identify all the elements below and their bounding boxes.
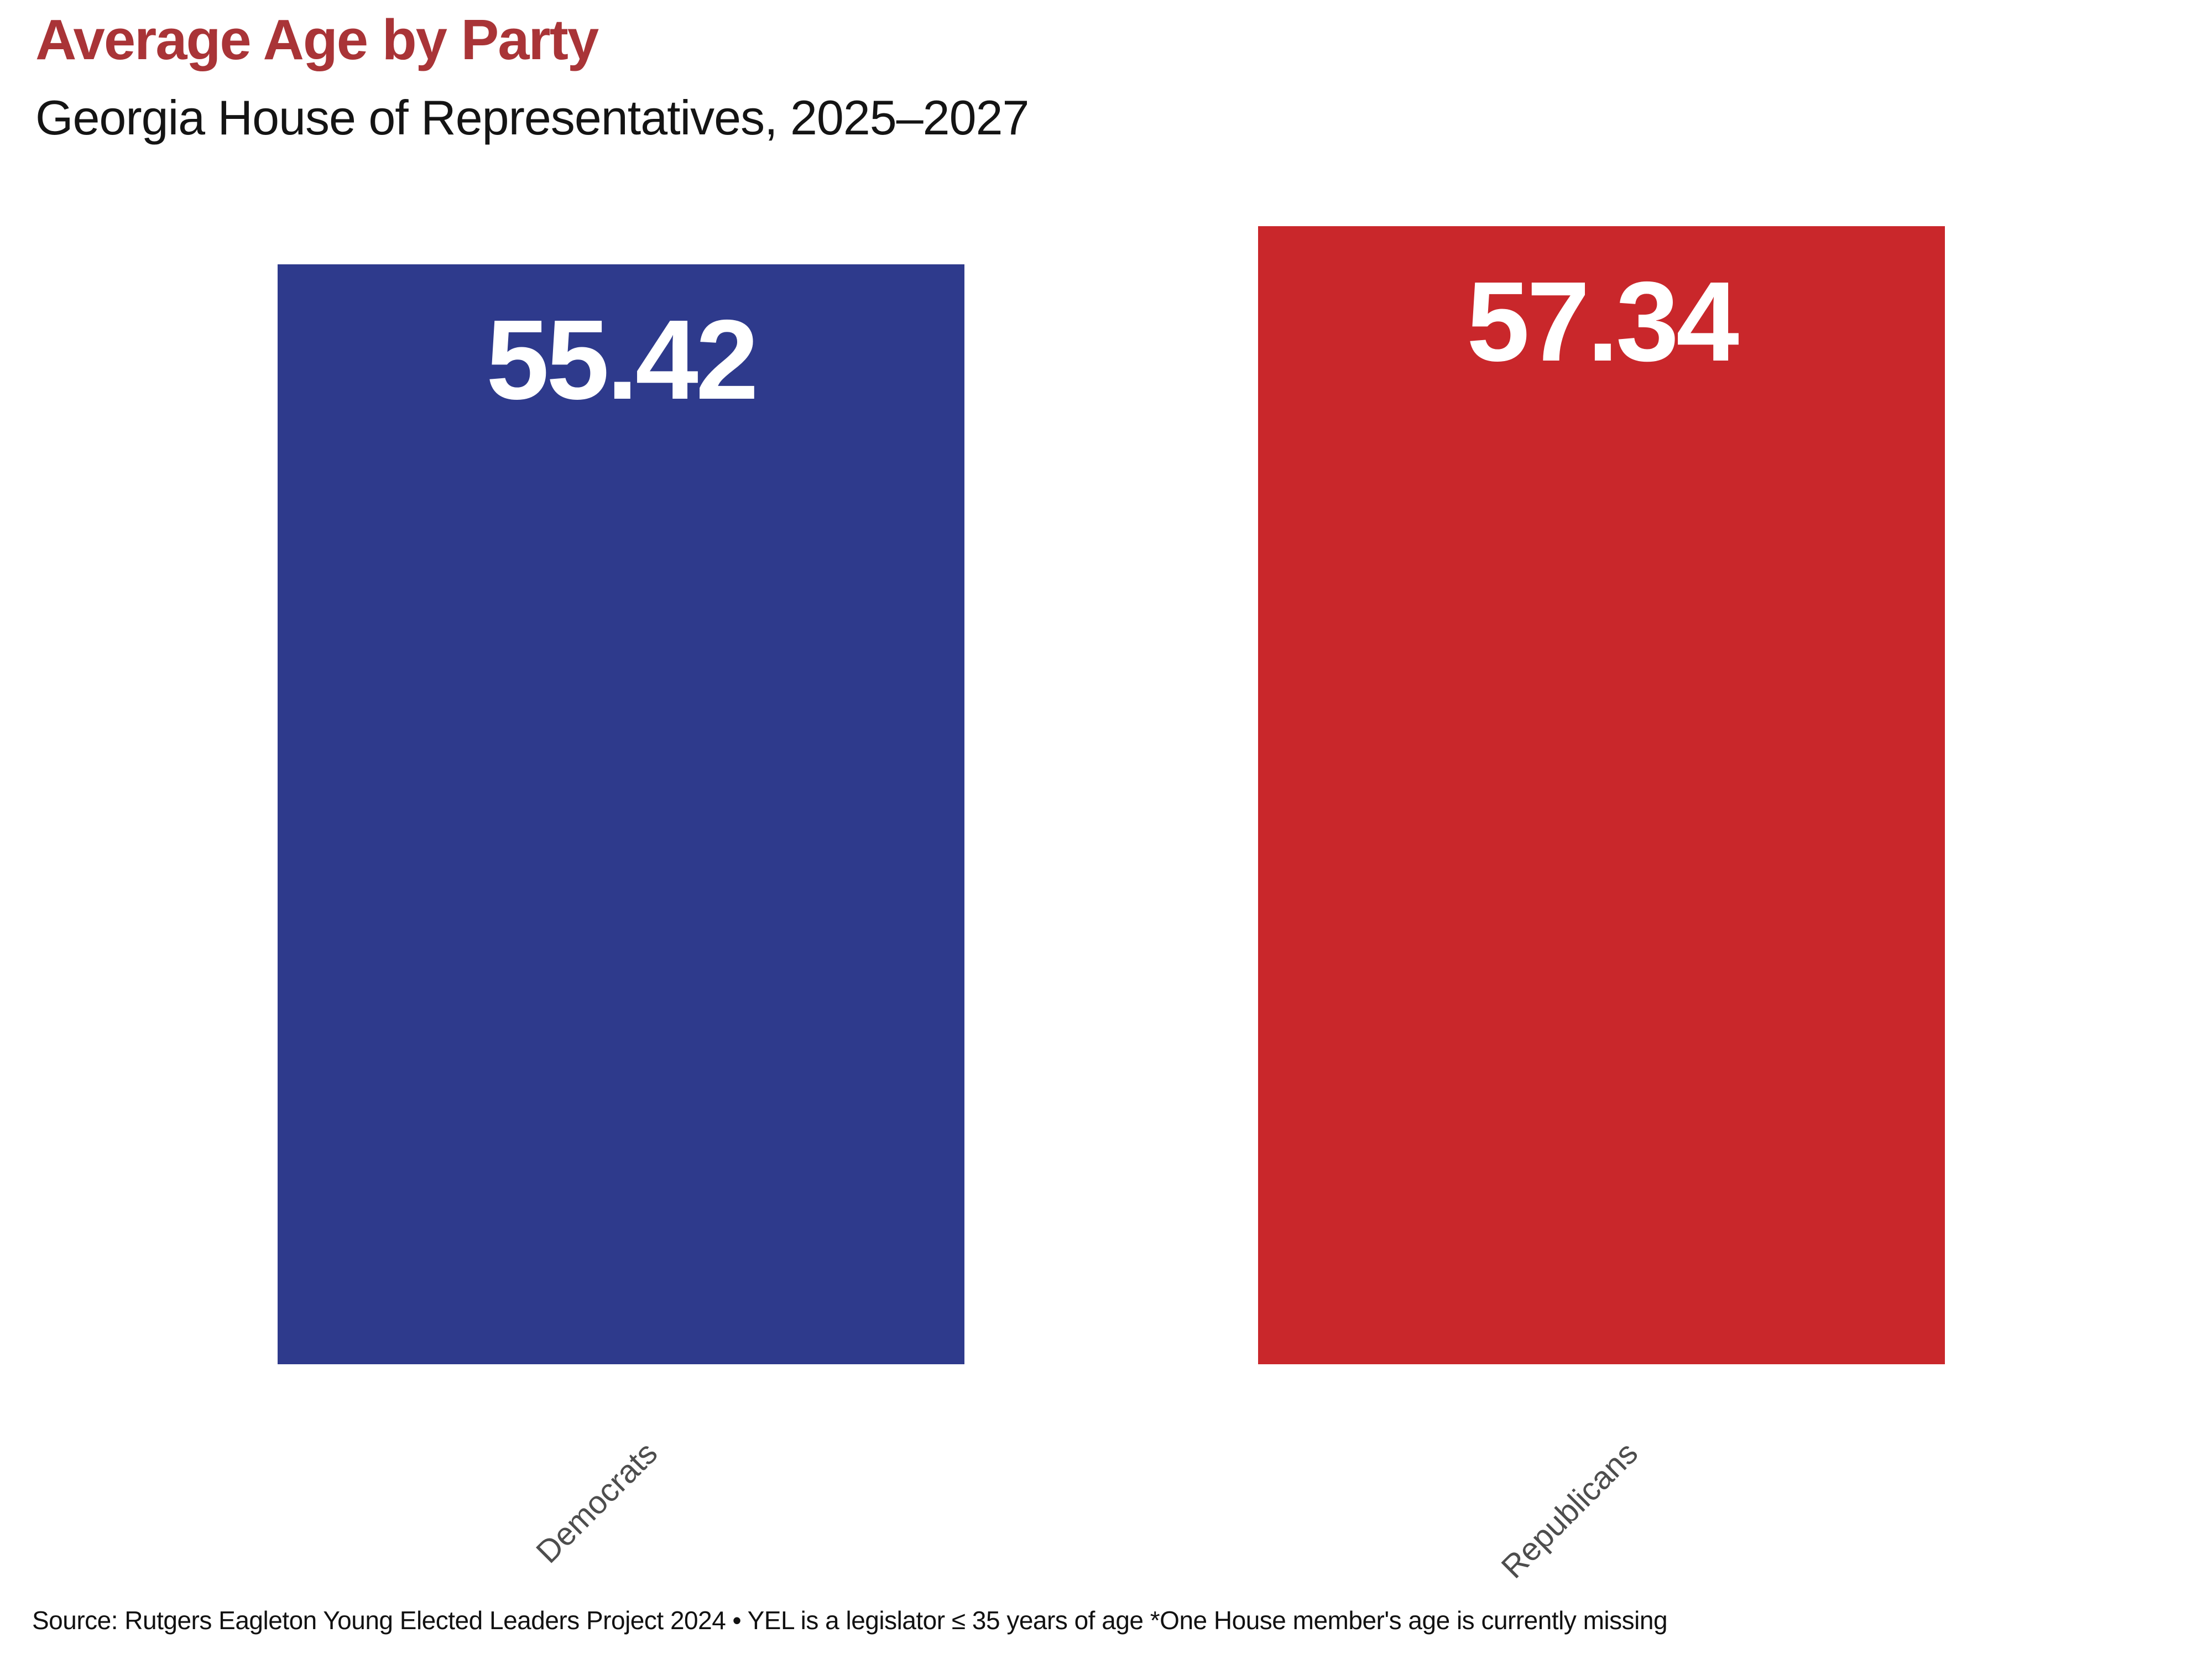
bar-democrats: 55.42 [278, 264, 964, 1364]
bar-value-label-democrats: 55.42 [486, 296, 759, 423]
source-note: Source: Rutgers Eagleton Young Elected L… [32, 1606, 1668, 1635]
x-tick-label-republicans: Republicans [1494, 1435, 1645, 1585]
chart-subtitle: Georgia House of Representatives, 2025–2… [35, 90, 1029, 145]
x-tick-label-democrats: Democrats [529, 1435, 664, 1571]
bar-value-label-republicans: 57.34 [1466, 258, 1739, 385]
chart-title: Average Age by Party [35, 8, 599, 71]
bar-republicans: 57.34 [1258, 226, 1945, 1364]
